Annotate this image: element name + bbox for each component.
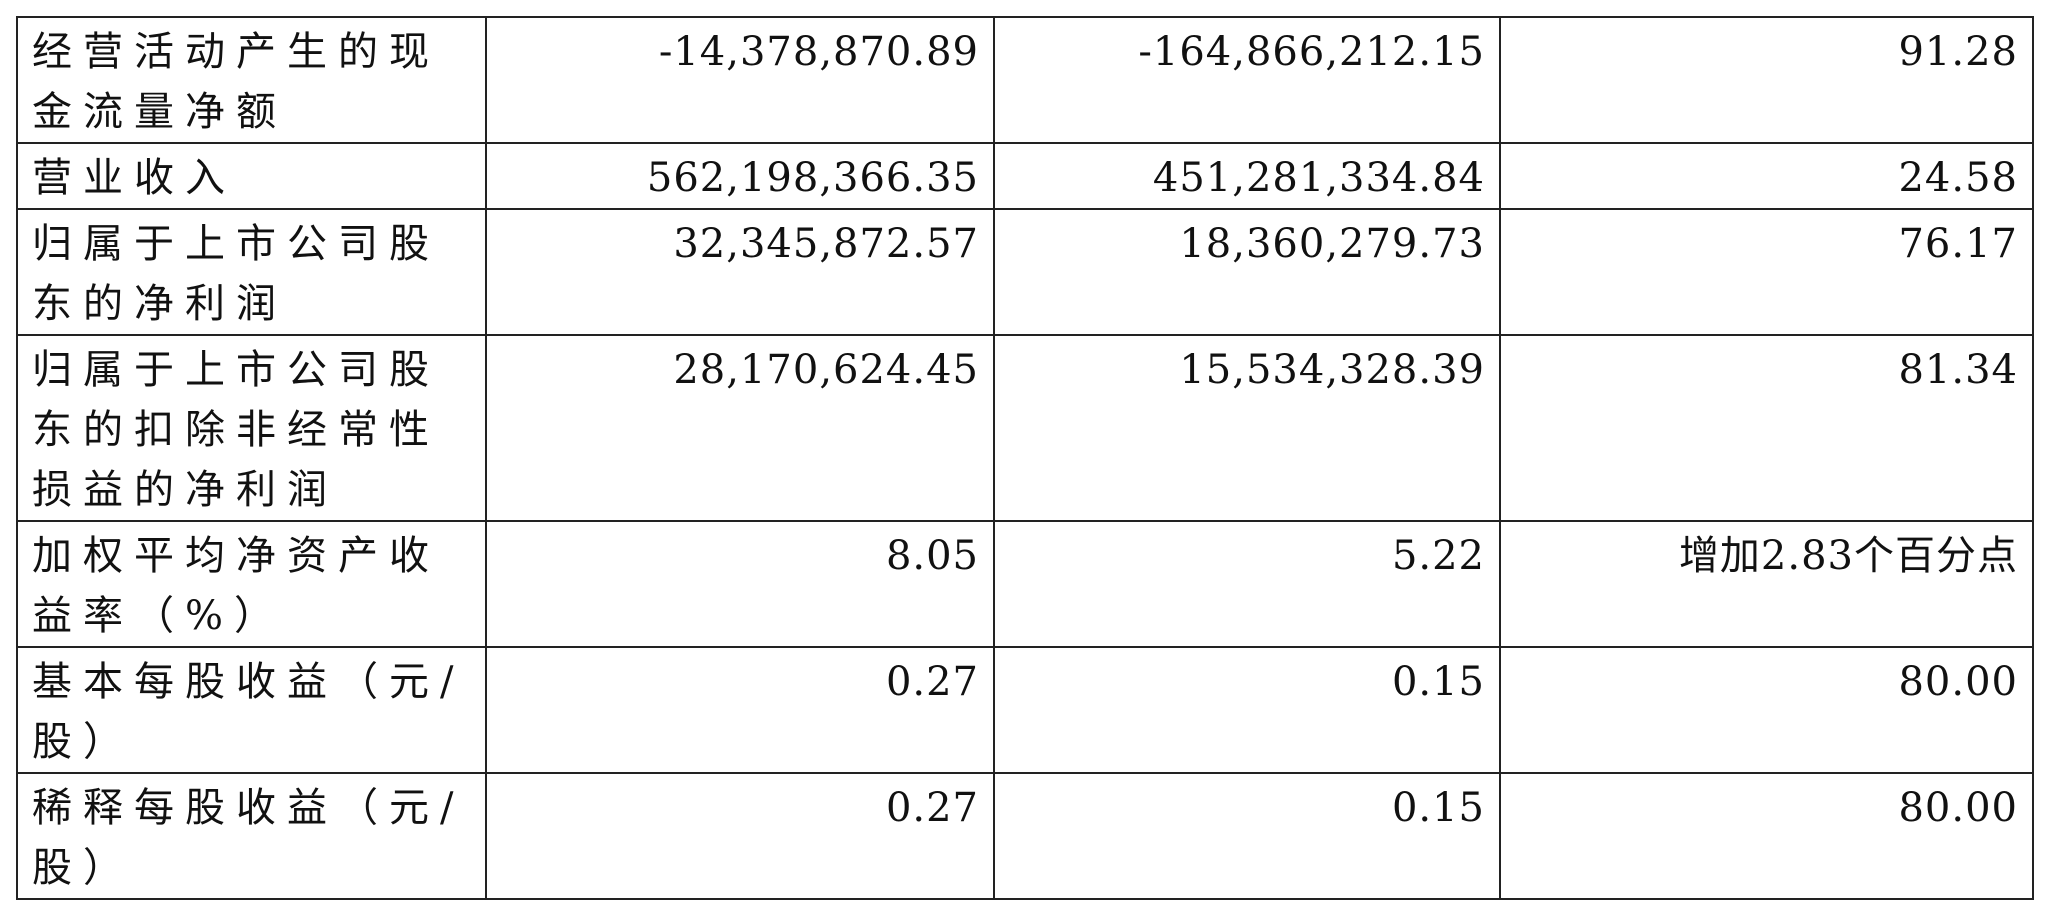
- row-label: 基本每股收益（元/股）: [16, 646, 487, 774]
- cell-value: 76.17: [1499, 208, 2034, 336]
- cell-value: 增加2.83个百分点: [1499, 520, 2034, 648]
- cell-value: 5.22: [993, 520, 1501, 648]
- cell-value: 0.27: [485, 772, 995, 900]
- cell-value: 15,534,328.39: [993, 334, 1501, 522]
- table-row: 归属于上市公司股东的扣除非经常性损益的净利润 28,170,624.45 15,53…: [16, 334, 2034, 522]
- cell-value: 451,281,334.84: [993, 142, 1501, 210]
- row-label: 归属于上市公司股东的净利润: [16, 208, 487, 336]
- row-label: 经营活动产生的现金流量净额: [16, 16, 487, 144]
- table-row: 基本每股收益（元/股） 0.27 0.15 80.00: [16, 646, 2034, 774]
- table-row: 加权平均净资产收益率（%） 8.05 5.22 增加2.83个百分点: [16, 520, 2034, 648]
- cell-value: 24.58: [1499, 142, 2034, 210]
- table-row: 归属于上市公司股东的净利润 32,345,872.57 18,360,279.73 7…: [16, 208, 2034, 336]
- cell-value: 0.15: [993, 646, 1501, 774]
- cell-value: 18,360,279.73: [993, 208, 1501, 336]
- row-label: 稀释每股收益（元/股）: [16, 772, 487, 900]
- cell-value: 0.27: [485, 646, 995, 774]
- row-label: 营业收入: [16, 142, 487, 210]
- cell-value: -164,866,212.15: [993, 16, 1501, 144]
- cell-value: 91.28: [1499, 16, 2034, 144]
- cell-value: 28,170,624.45: [485, 334, 995, 522]
- table-row: 经营活动产生的现金流量净额 -14,378,870.89 -164,866,212.…: [16, 16, 2034, 144]
- cell-value: 0.15: [993, 772, 1501, 900]
- cell-value: 8.05: [485, 520, 995, 648]
- cell-value: 562,198,366.35: [485, 142, 995, 210]
- cell-value: 32,345,872.57: [485, 208, 995, 336]
- cell-value: 81.34: [1499, 334, 2034, 522]
- table-row: 稀释每股收益（元/股） 0.27 0.15 80.00: [16, 772, 2034, 900]
- cell-value: -14,378,870.89: [485, 16, 995, 144]
- table-row: 营业收入 562,198,366.35 451,281,334.84 24.58: [16, 142, 2034, 210]
- financial-table: 经营活动产生的现金流量净额 -14,378,870.89 -164,866,212.…: [16, 16, 2034, 900]
- row-label: 归属于上市公司股东的扣除非经常性损益的净利润: [16, 334, 487, 522]
- cell-value: 80.00: [1499, 646, 2034, 774]
- cell-value: 80.00: [1499, 772, 2034, 900]
- row-label: 加权平均净资产收益率（%）: [16, 520, 487, 648]
